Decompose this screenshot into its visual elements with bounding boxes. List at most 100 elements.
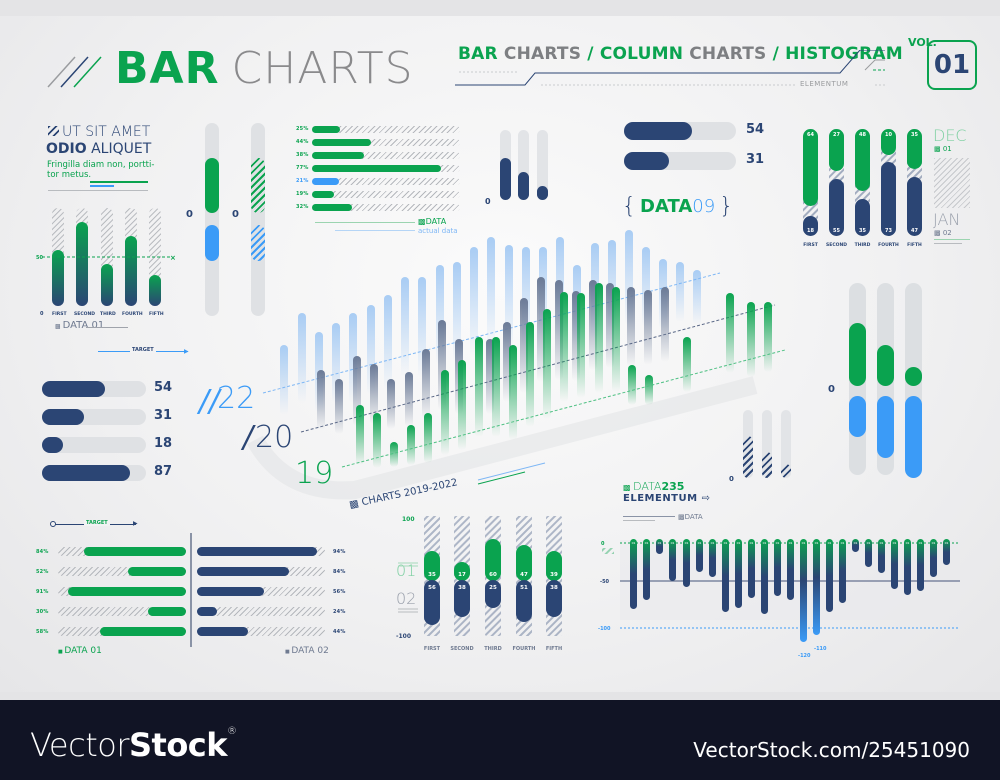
butterfly-fill-left xyxy=(128,567,186,576)
divider xyxy=(90,181,148,183)
butterfly-label-right: 24% xyxy=(333,609,346,615)
hbar-track xyxy=(42,409,146,425)
diverging-chart-01-02: 100 -100 35 56 17 38 60 25 47 51 39 38 0… xyxy=(396,516,562,652)
hatch-icon: ▩ xyxy=(418,217,426,226)
svg-text:01: 01 xyxy=(737,541,741,545)
svg-text:51: 51 xyxy=(520,585,528,591)
page-title: BAR CHARTS xyxy=(45,38,414,98)
slash-lines-icon xyxy=(47,56,102,88)
hatch-icon: ▩ xyxy=(678,513,685,521)
percent-label: 44% xyxy=(296,139,309,145)
vbar-track xyxy=(905,283,922,478)
data235-title: ▩ DATA235 xyxy=(623,480,684,493)
svg-text:01: 01 xyxy=(763,541,767,545)
butterfly-label-left: 58% xyxy=(36,629,49,635)
svg-text://: // xyxy=(196,384,222,419)
vbar-fill-hatched xyxy=(762,452,772,478)
vbar-track xyxy=(781,410,791,478)
data235-num: 235 xyxy=(661,480,685,493)
percent-bars-chart: 25% 44% 38% 77% 21% 19% 32% xyxy=(296,126,461,214)
butterfly-label-left: 84% xyxy=(36,549,49,555)
jan-sub-label: ▩ 02 xyxy=(934,229,952,237)
svg-text:38: 38 xyxy=(458,585,466,591)
svg-text:39: 39 xyxy=(550,572,558,578)
butterfly-fill-right xyxy=(197,627,249,636)
svg-text:01: 01 xyxy=(750,541,754,545)
hbar-fill xyxy=(624,122,693,140)
svg-text:100: 100 xyxy=(402,516,415,523)
svg-text:47: 47 xyxy=(911,228,918,234)
vbar-fill xyxy=(500,158,511,200)
svg-text:01: 01 xyxy=(396,561,416,580)
square-icon: ■ xyxy=(58,649,65,655)
zero-label: 0 xyxy=(232,209,239,220)
hbar-value: 54 xyxy=(154,380,173,395)
svg-text:02: 02 xyxy=(396,589,416,608)
svg-text:01: 01 xyxy=(815,541,819,545)
zero-label: 0 xyxy=(186,209,193,220)
info-line2-light: ALIQUET xyxy=(86,141,152,157)
svg-text:01: 01 xyxy=(671,541,675,545)
svg-text:10: 10 xyxy=(885,132,892,138)
subtitle: BAR CHARTS / COLUMN CHARTS / HISTOGRAM xyxy=(458,44,903,64)
vbar-positive xyxy=(877,345,894,386)
divider xyxy=(90,185,114,187)
butterfly-label-right: 44% xyxy=(333,629,346,635)
info-line2-bold: ODIO xyxy=(46,141,87,157)
percent-track xyxy=(312,152,460,159)
title-light: CHARTS xyxy=(231,42,414,94)
vbar-track xyxy=(743,410,753,478)
svg-text:01: 01 xyxy=(776,541,780,545)
hatch-icon: ▩ xyxy=(55,323,63,330)
svg-text:×: × xyxy=(170,254,176,262)
svg-text:SECOND: SECOND xyxy=(450,646,473,652)
butterfly-track-right xyxy=(197,567,325,576)
svg-text:01: 01 xyxy=(880,541,884,545)
data01-label: DATA 01 xyxy=(64,646,102,656)
butterfly-fill-right xyxy=(197,587,264,596)
divider xyxy=(623,516,675,517)
butterfly-track-left xyxy=(58,567,186,576)
butterfly-label-left: 52% xyxy=(36,569,49,575)
square-icon: ■ xyxy=(285,649,292,655)
svg-text:01: 01 xyxy=(789,541,793,545)
footer-logo[interactable]: VectorStock® xyxy=(30,726,237,764)
divider xyxy=(335,230,415,231)
vbar-positive xyxy=(205,158,219,213)
svg-text:56: 56 xyxy=(428,585,436,591)
vbar-fill-hatched xyxy=(781,464,791,478)
svg-text:73: 73 xyxy=(885,228,892,234)
title-bold: BAR xyxy=(115,42,220,94)
hbar-value: 54 xyxy=(746,122,765,137)
column-chart-data01: 50 × 0 FIRST SECOND THIRD FOURTH FIFTH xyxy=(36,208,176,317)
percent-track xyxy=(312,191,460,198)
hbar-track xyxy=(624,122,736,140)
butterfly-bar-chart: 84% 52% 91% 30% 58% 94% 84% 56% 24% 44% xyxy=(36,533,346,649)
data02-label: DATA 02 xyxy=(291,646,329,656)
elementum-title: ELEMENTUM ⇨ xyxy=(623,493,710,504)
svg-text:THIRD: THIRD xyxy=(855,242,871,248)
butterfly-track-left xyxy=(58,547,186,556)
vbar-fill-hatched xyxy=(743,436,753,478)
logo-light: Vector xyxy=(30,726,129,764)
footer-url-link[interactable]: VectorStock.com/25451090 xyxy=(693,738,970,762)
subtitle-part: / COLUMN xyxy=(581,44,684,64)
svg-text:55: 55 xyxy=(833,228,840,234)
svg-text:47: 47 xyxy=(520,572,528,578)
vbar-track xyxy=(518,130,529,200)
vbar-positive xyxy=(849,323,866,386)
svg-text:35: 35 xyxy=(911,132,918,138)
hatch-icon xyxy=(48,126,59,136)
svg-text:01: 01 xyxy=(919,541,923,545)
svg-text:-50: -50 xyxy=(600,579,610,585)
svg-text:-110: -110 xyxy=(814,646,827,652)
svg-text:01: 01 xyxy=(828,541,832,545)
perspective-bar-chart-2019-2022: // 22 / 20 19 ▩ CHARTS 2019-2022 xyxy=(196,230,786,511)
svg-text:FIRST: FIRST xyxy=(52,311,67,317)
butterfly-label-right: 56% xyxy=(333,589,346,595)
butterfly-label-left: 30% xyxy=(36,609,49,615)
percent-label: 25% xyxy=(296,126,309,132)
data01-legend: ▩ DATA 01 xyxy=(55,320,104,331)
butterfly-label-right: 94% xyxy=(333,549,346,555)
svg-text:FIFTH: FIFTH xyxy=(907,242,922,248)
